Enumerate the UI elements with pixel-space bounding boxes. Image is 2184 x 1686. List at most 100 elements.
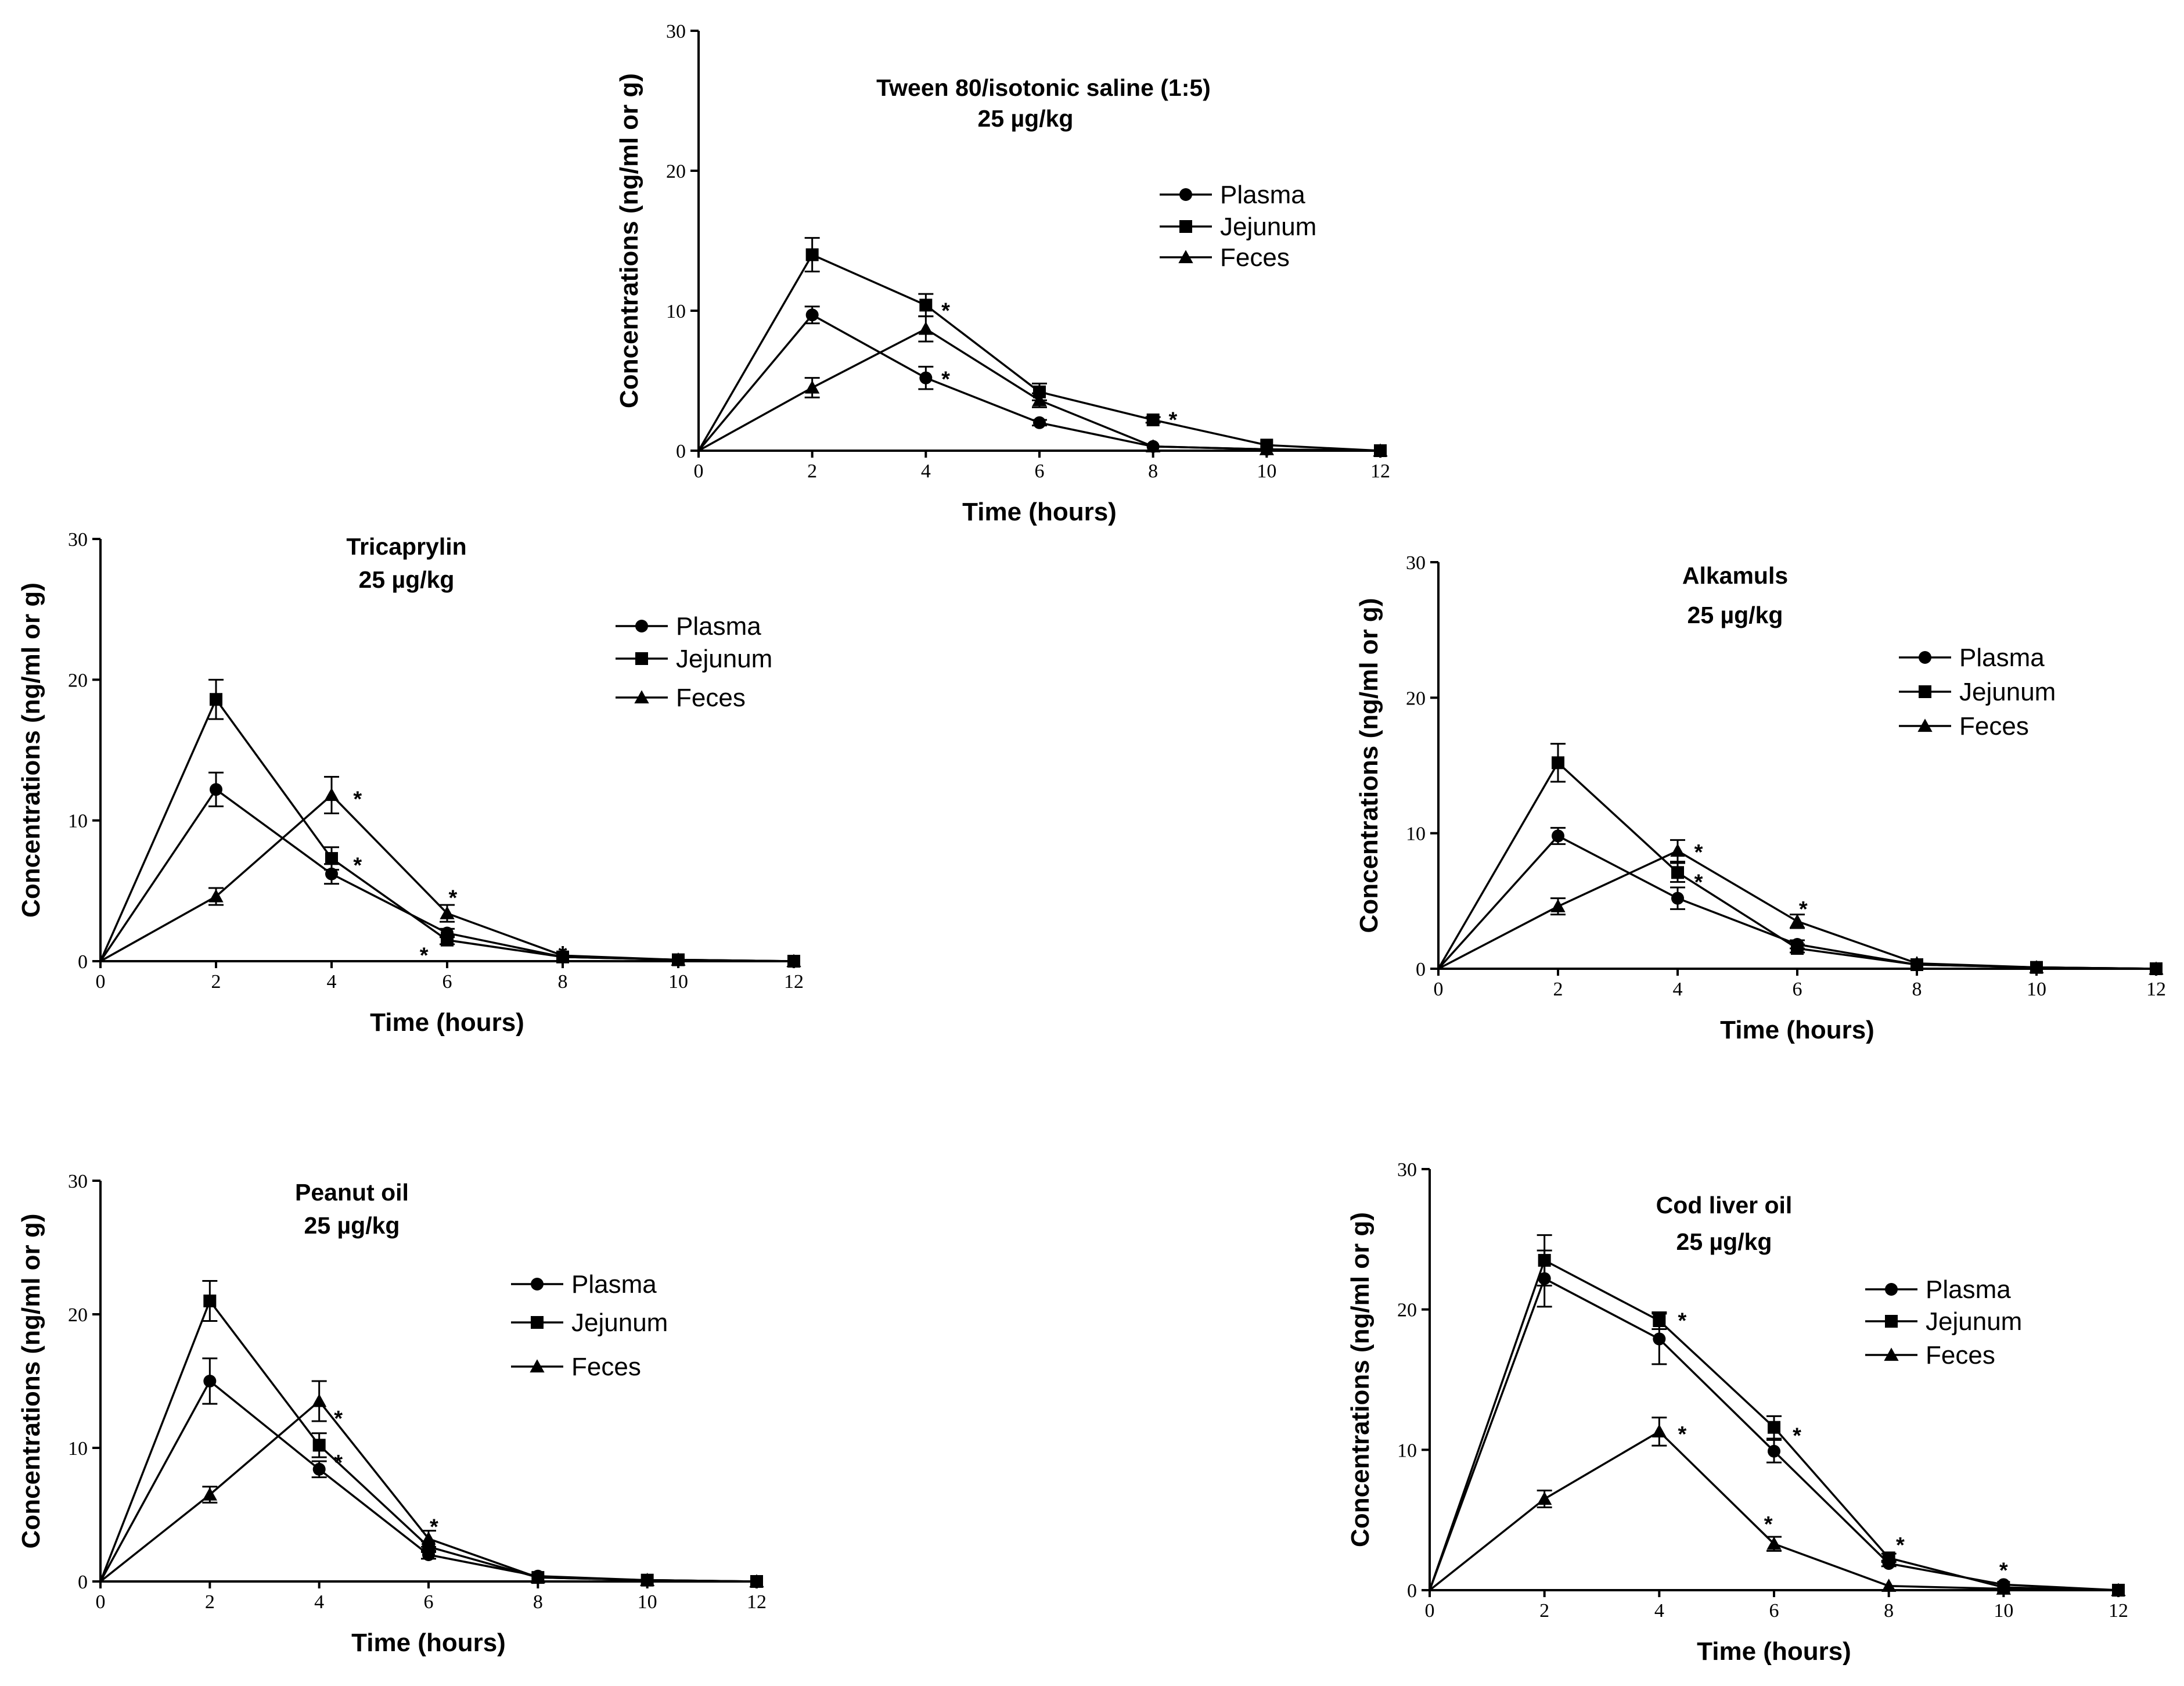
data-point-jejunum — [325, 852, 338, 865]
y-tick-label: 0 — [78, 1572, 88, 1593]
legend-marker-jejunum — [531, 1316, 544, 1329]
data-point-feces — [671, 952, 686, 966]
x-tick-label: 4 — [327, 971, 337, 993]
x-tick-label: 10 — [638, 1591, 657, 1613]
chart-title: Cod liver oil — [1656, 1192, 1793, 1218]
data-point-feces — [1537, 1491, 1552, 1505]
significance-marker: * — [1678, 1308, 1686, 1333]
chart-panel-1: 0 2 4 6 8 10 12 0 10 20 30 Time (hours) Concentratio… — [615, 21, 1390, 526]
significance-marker: * — [1694, 840, 1703, 865]
x-tick-label: 0 — [96, 971, 106, 993]
x-tick-label: 2 — [807, 461, 817, 482]
significance-marker: * — [1793, 1424, 1801, 1448]
data-point-jejunum — [312, 1439, 326, 1452]
chart-panel-5: 0 2 4 6 8 10 12 0 10 20 30 Time (hours) Concentratio… — [1346, 1159, 2128, 1666]
significance-marker: * — [334, 1451, 343, 1475]
data-point-feces — [202, 1487, 217, 1501]
y-tick-label: 20 — [1406, 688, 1426, 709]
y-axis-label: Concentrations (ng/ml or g) — [1355, 598, 1383, 933]
legend-marker-plasma — [1179, 188, 1192, 201]
chart-title: Tween 80/isotonic saline (1:5) — [876, 74, 1211, 101]
data-point-feces — [805, 380, 820, 394]
x-tick-label: 2 — [211, 971, 221, 993]
legend-label-jejunum: Jejunum — [1926, 1307, 2022, 1336]
data-point-jejunum — [1033, 385, 1046, 398]
x-tick-label: 2 — [1553, 979, 1563, 1000]
series-feces — [1438, 839, 2164, 975]
chart-subtitle: 25 µg/kg — [304, 1212, 400, 1239]
chart-subtitle: 25 µg/kg — [1688, 602, 1783, 628]
y-tick-label: 20 — [68, 670, 88, 691]
significance-marker: * — [941, 299, 950, 323]
x-tick-label: 6 — [1035, 461, 1045, 482]
legend-label-feces: Feces — [676, 684, 746, 712]
y-tick-label: 30 — [666, 21, 686, 42]
data-point-jejunum — [1671, 866, 1684, 879]
data-point-feces — [1146, 439, 1161, 452]
y-tick-label: 10 — [1397, 1440, 1417, 1461]
data-point-feces — [1373, 443, 1388, 457]
series-feces — [1429, 1417, 2126, 1597]
chart-title: Peanut oil — [295, 1179, 409, 1206]
data-point-feces — [555, 948, 570, 962]
x-tick-label: 0 — [96, 1591, 106, 1613]
data-point-feces — [312, 1393, 327, 1407]
data-point-feces — [1766, 1536, 1782, 1550]
legend: Plasma Jejunum Feces — [1899, 644, 2056, 740]
series-line — [1437, 761, 2157, 970]
legend-marker-feces — [1917, 718, 1933, 732]
data-point-feces — [1909, 956, 1924, 969]
legend-marker-plasma — [1885, 1283, 1898, 1296]
y-axis-label: Concentrations (ng/ml or g) — [1346, 1212, 1375, 1547]
data-point-feces — [749, 1574, 764, 1588]
data-point-jejunum — [1538, 1254, 1551, 1267]
data-point-feces — [1652, 1424, 1667, 1438]
x-tick-label: 10 — [2027, 979, 2046, 1000]
x-axis-label: Time (hours) — [1720, 1016, 1874, 1044]
data-point-jejunum — [203, 1295, 217, 1307]
chart-panel-2: 0 2 4 6 8 10 12 0 10 20 30 Time (hours) Concentratio… — [17, 529, 804, 1037]
legend-marker-feces — [1884, 1347, 1899, 1361]
data-point-jejunum — [1882, 1551, 1895, 1565]
legend-marker-jejunum — [635, 652, 648, 665]
significance-marker: * — [1999, 1559, 2008, 1583]
chart-subtitle: 25 µg/kg — [978, 105, 1074, 132]
series-feces — [99, 1380, 764, 1588]
data-point-plasma — [325, 867, 338, 880]
y-tick-label: 20 — [1397, 1300, 1417, 1321]
significance-marker: * — [1678, 1422, 1686, 1447]
chart-subtitle: 25 µg/kg — [1676, 1228, 1772, 1255]
series-feces — [100, 776, 801, 968]
data-point-plasma — [919, 371, 933, 384]
legend: Plasma Jejunum Feces — [511, 1270, 668, 1381]
legend-marker-plasma — [635, 620, 648, 632]
legend-marker-plasma — [531, 1278, 544, 1290]
chart-title: Tricaprylin — [346, 533, 466, 560]
data-point-plasma — [1033, 416, 1046, 429]
data-point-feces — [2111, 1583, 2126, 1597]
y-tick-label: 10 — [1406, 824, 1426, 845]
x-tick-label: 6 — [442, 971, 452, 993]
legend-label-jejunum: Jejunum — [676, 645, 772, 673]
y-tick-label: 30 — [68, 529, 88, 551]
legend-marker-feces — [530, 1359, 545, 1373]
x-axis-label: Time (hours) — [370, 1008, 524, 1037]
x-tick-label: 10 — [1994, 1600, 2013, 1622]
data-point-jejunum — [441, 933, 454, 947]
data-point-feces — [1996, 1581, 2011, 1595]
data-point-plasma — [203, 1375, 217, 1387]
x-tick-label: 8 — [558, 971, 568, 993]
y-axis-label: Concentrations (ng/ml or g) — [17, 1214, 45, 1549]
significance-marker: * — [1169, 408, 1178, 432]
legend-label-jejunum: Jejunum — [571, 1308, 668, 1337]
significance-marker: * — [1896, 1533, 1905, 1558]
y-tick-label: 10 — [68, 811, 88, 832]
x-tick-label: 8 — [1912, 979, 1922, 1000]
chart-subtitle: 25 µg/kg — [359, 566, 455, 593]
legend-marker-jejunum — [1179, 220, 1192, 233]
data-point-feces — [640, 1573, 655, 1586]
y-tick-label: 0 — [1407, 1580, 1417, 1602]
data-point-feces — [1670, 843, 1685, 857]
data-point-plasma — [210, 783, 222, 796]
